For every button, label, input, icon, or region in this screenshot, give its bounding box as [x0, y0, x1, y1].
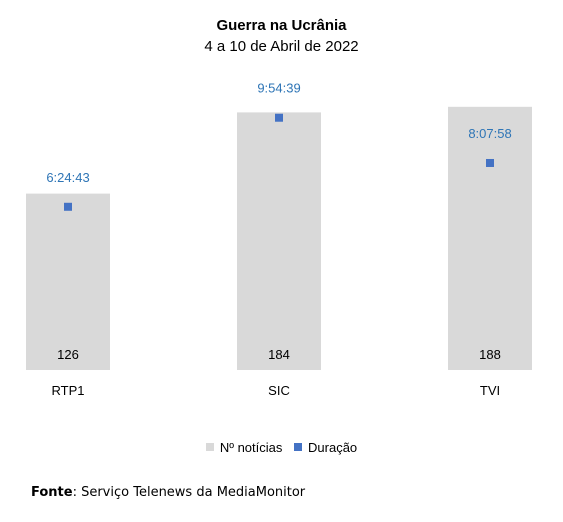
category-label-rtp1: RTP1 — [52, 383, 85, 398]
chart-subtitle: 4 a 10 de Abril de 2022 — [204, 38, 359, 55]
legend-swatch-noticias — [205, 443, 214, 451]
bar-sic — [237, 112, 321, 371]
duration-label-sic: 9:54:39 — [257, 81, 300, 96]
bar-tvi — [448, 106, 532, 371]
bar-label-rtp1: 126 — [57, 347, 79, 362]
duration-point-sic — [275, 113, 283, 122]
source-text: : Serviço Telenews da MediaMonitor — [72, 485, 306, 500]
duration-point-tvi — [486, 158, 494, 167]
legend-swatch-duracao — [294, 443, 303, 451]
bar-rtp1 — [26, 193, 110, 370]
legend-label-duracao: Duração — [308, 439, 358, 455]
category-label-tvi: TVI — [480, 383, 500, 398]
duration-label-rtp1: 6:24:43 — [46, 170, 89, 185]
bar-label-sic: 184 — [268, 347, 290, 362]
source-note: Fonte: Serviço Telenews da MediaMonitor — [31, 485, 305, 500]
duration-label-tvi: 8:07:58 — [468, 126, 511, 141]
chart-legend: Nº notícias Duração — [0, 439, 563, 455]
chart-title: Guerra na Ucrânia — [216, 17, 347, 34]
bar-label-tvi: 188 — [479, 347, 501, 362]
duration-point-rtp1 — [64, 202, 72, 211]
legend-item-duracao: Duração — [294, 440, 357, 455]
legend-label-noticias: Nº notícias — [219, 439, 283, 455]
legend-item-noticias: Nº notícias — [205, 439, 283, 455]
source-label: Fonte — [31, 485, 73, 500]
category-label-sic: SIC — [268, 383, 290, 398]
chart-plot: 126 RTP1 6:24:43 184 SIC 9:54:39 188 TVI 8:07:58 — [26, 81, 532, 398]
